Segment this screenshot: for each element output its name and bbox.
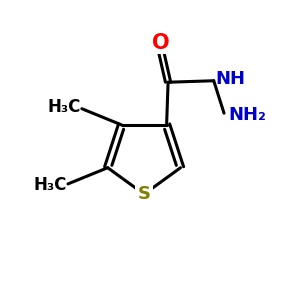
Text: O: O [152, 33, 170, 53]
Text: H₃C: H₃C [47, 98, 80, 116]
Text: NH: NH [215, 70, 245, 88]
Text: H₃C: H₃C [33, 176, 67, 194]
Text: S: S [138, 185, 151, 203]
Text: NH₂: NH₂ [228, 106, 266, 124]
